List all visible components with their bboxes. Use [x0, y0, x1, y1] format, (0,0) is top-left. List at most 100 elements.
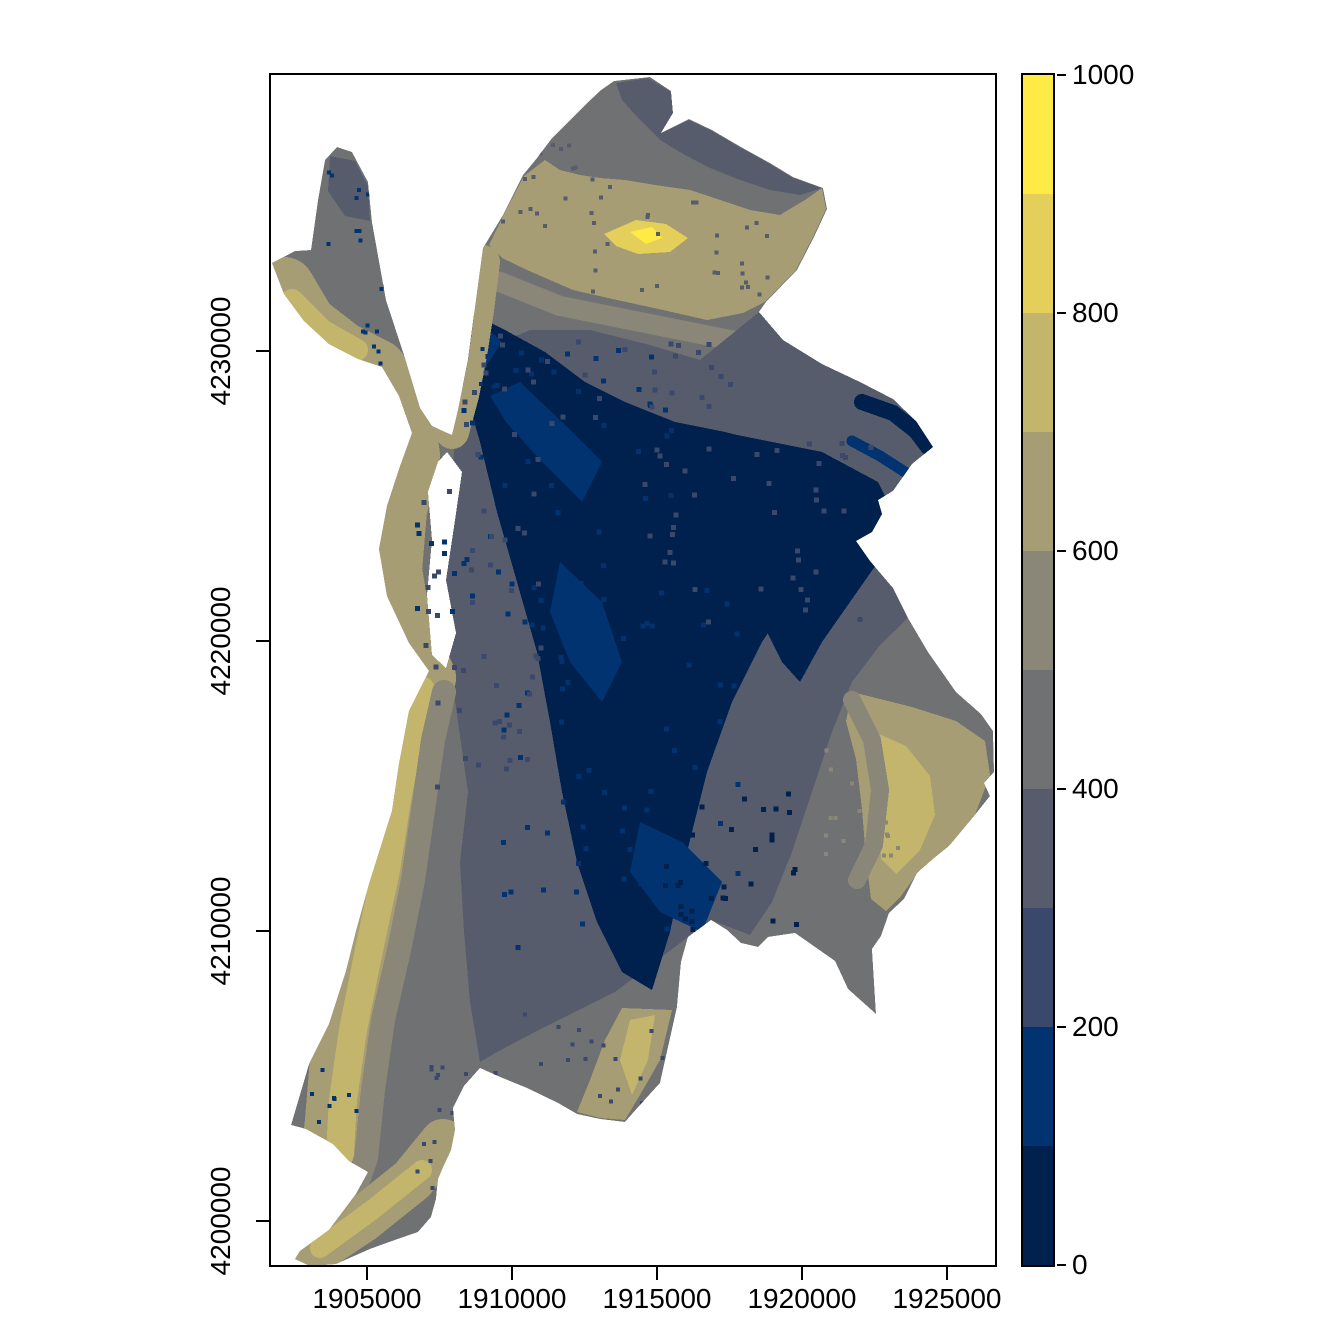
- raster-speckle: [644, 807, 650, 813]
- raster-speckle: [501, 727, 507, 733]
- raster-speckle: [565, 351, 571, 357]
- raster-speckle: [663, 726, 669, 732]
- raster-speckle: [404, 325, 409, 330]
- raster-speckle: [593, 268, 598, 273]
- raster-speckle: [502, 891, 508, 897]
- raster-speckle: [563, 196, 568, 201]
- raster-speckle: [753, 847, 758, 852]
- raster-speckle: [690, 926, 696, 932]
- raster-speckle: [434, 784, 440, 790]
- raster-speckle: [332, 1096, 336, 1101]
- raster-speckle: [479, 381, 484, 386]
- raster-speckle: [485, 353, 491, 359]
- raster-speckle: [543, 223, 548, 228]
- map-patch-blue-west-speckle-mass: [490, 382, 602, 502]
- raster-speckle: [686, 662, 692, 668]
- map-patch-west-khaki-bright: [298, 676, 435, 1252]
- raster-speckle: [601, 597, 607, 603]
- map-patch-south-spur-bright: [620, 1015, 655, 1095]
- map-patch-west-peninsula-bright: [281, 289, 368, 361]
- raster-speckle: [357, 187, 361, 192]
- raster-speckle: [843, 454, 848, 460]
- raster-speckle: [600, 378, 606, 384]
- raster-speckle: [412, 283, 417, 288]
- raster-speckle: [501, 162, 506, 167]
- raster-speckle: [548, 483, 554, 489]
- raster-speckle: [699, 394, 705, 400]
- raster-speckle: [663, 407, 669, 413]
- raster-speckle: [590, 289, 595, 294]
- y-tick-mark: [256, 350, 269, 352]
- legend-band: [1023, 1146, 1053, 1265]
- raster-speckle: [549, 421, 555, 427]
- raster-speckle: [651, 859, 657, 865]
- raster-speckle: [570, 1042, 575, 1047]
- legend-band: [1023, 670, 1053, 789]
- raster-speckle: [621, 887, 627, 893]
- raster-speckle: [790, 870, 796, 876]
- raster-speckle: [598, 1093, 603, 1098]
- raster-speckle: [690, 832, 696, 838]
- raster-speckle: [504, 712, 510, 718]
- raster-speckle: [708, 896, 714, 902]
- raster-speckle: [786, 809, 792, 815]
- raster-speckle: [485, 1141, 490, 1146]
- raster-speckle: [823, 851, 828, 856]
- raster-speckle: [450, 1110, 455, 1115]
- raster-speckle: [618, 925, 623, 931]
- raster-speckle: [354, 1108, 359, 1113]
- raster-speckle: [613, 1056, 618, 1061]
- raster-speckle: [529, 622, 535, 628]
- raster-speckle: [646, 213, 650, 217]
- raster-speckle: [556, 1025, 561, 1030]
- raster-speckle: [522, 619, 528, 625]
- map-patch-beak-navy-stripe: [854, 394, 936, 455]
- raster-speckle: [796, 557, 801, 563]
- raster-speckle: [432, 573, 438, 579]
- raster-speckle: [652, 387, 658, 393]
- raster-speckle: [619, 817, 625, 822]
- raster-speckle: [658, 590, 664, 596]
- raster-speckle: [813, 487, 819, 493]
- raster-speckle: [469, 287, 474, 291]
- raster-speckle: [480, 347, 485, 352]
- raster-speckle: [574, 889, 580, 895]
- raster-speckle: [358, 238, 363, 243]
- raster-map: [272, 77, 994, 1265]
- raster-speckle: [527, 691, 533, 697]
- raster-speckle: [469, 593, 475, 599]
- raster-speckle: [792, 866, 798, 872]
- raster-speckle: [525, 824, 530, 830]
- raster-speckle: [723, 895, 729, 901]
- legend-tick-label: 600: [1072, 535, 1119, 566]
- y-tick-label-text: 4210000: [205, 876, 236, 986]
- raster-speckle: [366, 192, 370, 197]
- raster-speckle: [481, 1127, 486, 1132]
- raster-speckle: [652, 818, 657, 824]
- raster-speckle: [416, 326, 421, 331]
- raster-speckle: [757, 292, 762, 297]
- raster-speckle: [740, 271, 745, 276]
- raster-speckle: [652, 369, 658, 375]
- raster-speckle: [642, 481, 648, 487]
- raster-speckle: [828, 815, 833, 820]
- raster-speckle: [447, 489, 453, 494]
- raster-speckle: [649, 623, 655, 629]
- raster-speckle: [518, 1101, 522, 1106]
- raster-speckle: [434, 420, 440, 426]
- raster-speckle: [691, 200, 696, 205]
- raster-speckle: [462, 364, 467, 369]
- raster-speckle: [395, 295, 400, 299]
- legend-tick-label: 400: [1072, 773, 1119, 804]
- raster-speckle: [813, 569, 819, 575]
- raster-speckle: [664, 864, 670, 869]
- raster-speckle: [425, 609, 431, 614]
- raster-speckle: [744, 280, 749, 285]
- raster-speckle: [466, 1211, 471, 1216]
- raster-speckle: [449, 286, 454, 291]
- raster-speckle: [678, 904, 684, 909]
- raster-speckle: [469, 567, 475, 573]
- raster-speckle: [531, 379, 537, 385]
- raster-speckle: [509, 144, 514, 149]
